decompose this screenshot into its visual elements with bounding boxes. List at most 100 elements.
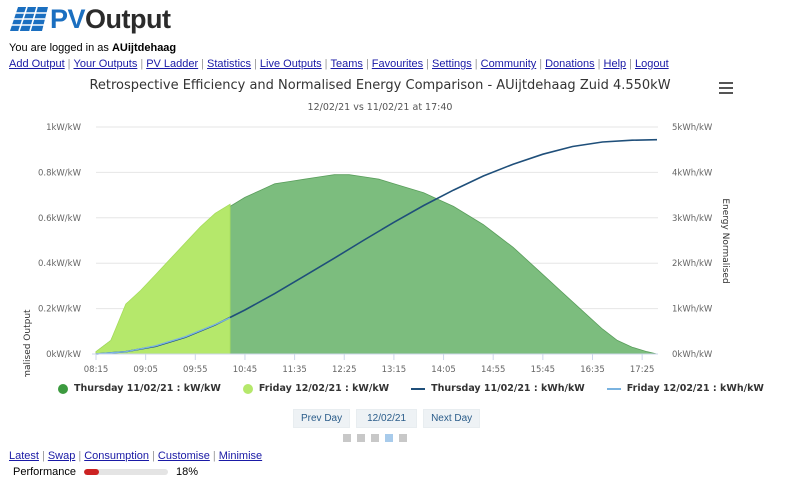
pager-dot-2[interactable]	[357, 434, 365, 442]
legend-line-icon	[606, 387, 621, 390]
legend-label: Thursday 11/02/21 : kWh/kW	[431, 383, 585, 394]
nav-link-help[interactable]: Help	[603, 58, 627, 70]
x-tick: 14:55	[481, 365, 506, 375]
next-day-button[interactable]: Next Day	[423, 409, 481, 428]
legend-label: Friday 12/02/21 : kW/kW	[258, 383, 390, 394]
legend-dot-icon	[58, 383, 68, 394]
nav-link-logout[interactable]: Logout	[635, 58, 669, 70]
link-swap[interactable]: Swap	[47, 450, 76, 462]
login-prefix: You are logged in as	[9, 42, 109, 54]
nav-link-pv-ladder[interactable]: PV Ladder	[146, 58, 199, 70]
y-tick-right: 4kWh/kW	[672, 168, 713, 178]
legend-thursday-kw[interactable]: Thursday 11/02/21 : kW/kW	[58, 383, 221, 394]
x-tick: 09:05	[133, 365, 158, 375]
prev-day-button[interactable]: Prev Day	[293, 409, 351, 428]
nav-link-statistics[interactable]: Statistics	[207, 58, 252, 70]
x-tick: 08:15	[84, 365, 109, 375]
y-tick-left: 0.2kW/kW	[38, 305, 82, 315]
date-button[interactable]: 12/02/21	[356, 409, 418, 428]
x-tick: 11:35	[282, 365, 307, 375]
legend-friday-kwh[interactable]: Friday 12/02/21 : kWh/kW	[606, 383, 764, 394]
pvoutput-logo[interactable]: PVOutput	[8, 4, 171, 34]
axes: 0kW/kW 0.2kW/kW 0.4kW/kW 0.6kW/kW 0.8kW/kW 1k…	[38, 123, 713, 375]
separator: |	[365, 58, 369, 70]
separator: |	[254, 58, 257, 70]
separator: |	[474, 58, 478, 70]
nav-link-teams[interactable]: Teams	[330, 58, 363, 70]
main-nav: Add Output | Your Outputs | PV Ladder | Statis…	[9, 58, 669, 70]
legend-dot-icon	[242, 383, 253, 394]
separator: |	[629, 58, 632, 70]
y-tick-right: 5kWh/kW	[672, 123, 713, 133]
separator: |	[324, 58, 328, 70]
x-tick: 17:25	[630, 365, 655, 375]
pager-dot-5[interactable]	[399, 434, 407, 442]
y-axis-left-title: Normalised Output	[23, 309, 33, 377]
legend-line-icon	[411, 387, 426, 390]
separator: |	[41, 450, 45, 462]
chart-legend: Thursday 11/02/21 : kW/kW Friday 12/02/2…	[58, 383, 764, 394]
separator: |	[67, 58, 71, 70]
nav-link-settings[interactable]: Settings	[432, 58, 472, 70]
pager-dot-1[interactable]	[343, 434, 351, 442]
line-series	[95, 138, 658, 355]
chart-menu-icon[interactable]	[719, 82, 733, 94]
separator: |	[426, 58, 430, 70]
nav-link-add-output[interactable]: Add Output	[9, 58, 65, 70]
performance-bar	[83, 469, 168, 475]
nav-link-community[interactable]: Community	[480, 58, 537, 70]
x-tick: 12:25	[332, 365, 357, 375]
y-tick-left: 1kW/kW	[46, 123, 82, 133]
y-tick-right: 1kWh/kW	[672, 305, 713, 315]
separator: |	[78, 450, 82, 462]
y-tick-right: 2kWh/kW	[672, 259, 713, 269]
logo-text: PVOutput	[50, 3, 171, 34]
legend-label: Friday 12/02/21 : kWh/kW	[626, 383, 764, 394]
solar-panel-icon	[10, 6, 48, 32]
pager-dot-3[interactable]	[371, 434, 379, 442]
separator: |	[212, 450, 216, 462]
day-navigation: Prev Day 12/02/21 Next Day	[293, 409, 481, 428]
x-tick: 14:05	[431, 365, 456, 375]
login-username: AUijtdehaag	[111, 42, 177, 54]
separator: |	[140, 58, 144, 70]
y-tick-left: 0.8kW/kW	[38, 168, 82, 178]
chart-subtitle: 12/02/21 vs 11/02/21 at 17:40	[307, 102, 453, 113]
login-status: You are logged in as AUijtdehaag	[9, 42, 176, 54]
separator: |	[152, 450, 155, 462]
line-3	[95, 317, 231, 355]
nav-link-your-outputs[interactable]: Your Outputs	[73, 58, 138, 70]
x-tick: 15:45	[531, 365, 556, 375]
chart-title: Retrospective Efficiency and Normalised …	[89, 78, 671, 93]
chart-pager	[343, 434, 407, 442]
pager-dot-4[interactable]	[385, 434, 393, 442]
y-tick-left: 0kW/kW	[46, 350, 82, 360]
x-tick: 09:55	[183, 365, 208, 375]
nav-link-live-outputs[interactable]: Live Outputs	[259, 58, 322, 70]
link-consumption[interactable]: Consumption	[84, 450, 150, 462]
performance-bar-fill	[83, 469, 100, 475]
link-latest[interactable]: Latest	[9, 450, 39, 462]
separator: |	[597, 58, 601, 70]
nav-link-favourites[interactable]: Favourites	[371, 58, 424, 70]
y-tick-right: 3kWh/kW	[672, 214, 713, 224]
legend-label: Thursday 11/02/21 : kW/kW	[74, 383, 221, 394]
link-customise[interactable]: Customise	[157, 450, 210, 462]
x-tick: 10:45	[233, 365, 258, 375]
performance-row: Performance 18%	[13, 466, 198, 478]
y-tick-left: 0.6kW/kW	[38, 214, 82, 224]
y-tick-left: 0.4kW/kW	[38, 259, 82, 269]
bottom-links: Latest | Swap | Consumption | Customise | Minimi…	[9, 450, 262, 462]
performance-label: Performance	[13, 466, 76, 478]
legend-thursday-kwh[interactable]: Thursday 11/02/21 : kWh/kW	[411, 383, 585, 394]
chart: 0kW/kW 0.2kW/kW 0.4kW/kW 0.6kW/kW 0.8kW/kW 1k…	[23, 123, 730, 377]
performance-value: 18%	[175, 466, 199, 478]
nav-link-donations[interactable]: Donations	[545, 58, 595, 70]
separator: |	[201, 58, 205, 70]
x-tick: 13:15	[382, 365, 407, 375]
area-series	[95, 174, 658, 355]
legend-friday-kw[interactable]: Friday 12/02/21 : kW/kW	[242, 383, 390, 394]
area-1	[95, 203, 231, 355]
y-tick-right: 0kWh/kW	[672, 350, 713, 360]
link-minimise[interactable]: Minimise	[218, 450, 263, 462]
